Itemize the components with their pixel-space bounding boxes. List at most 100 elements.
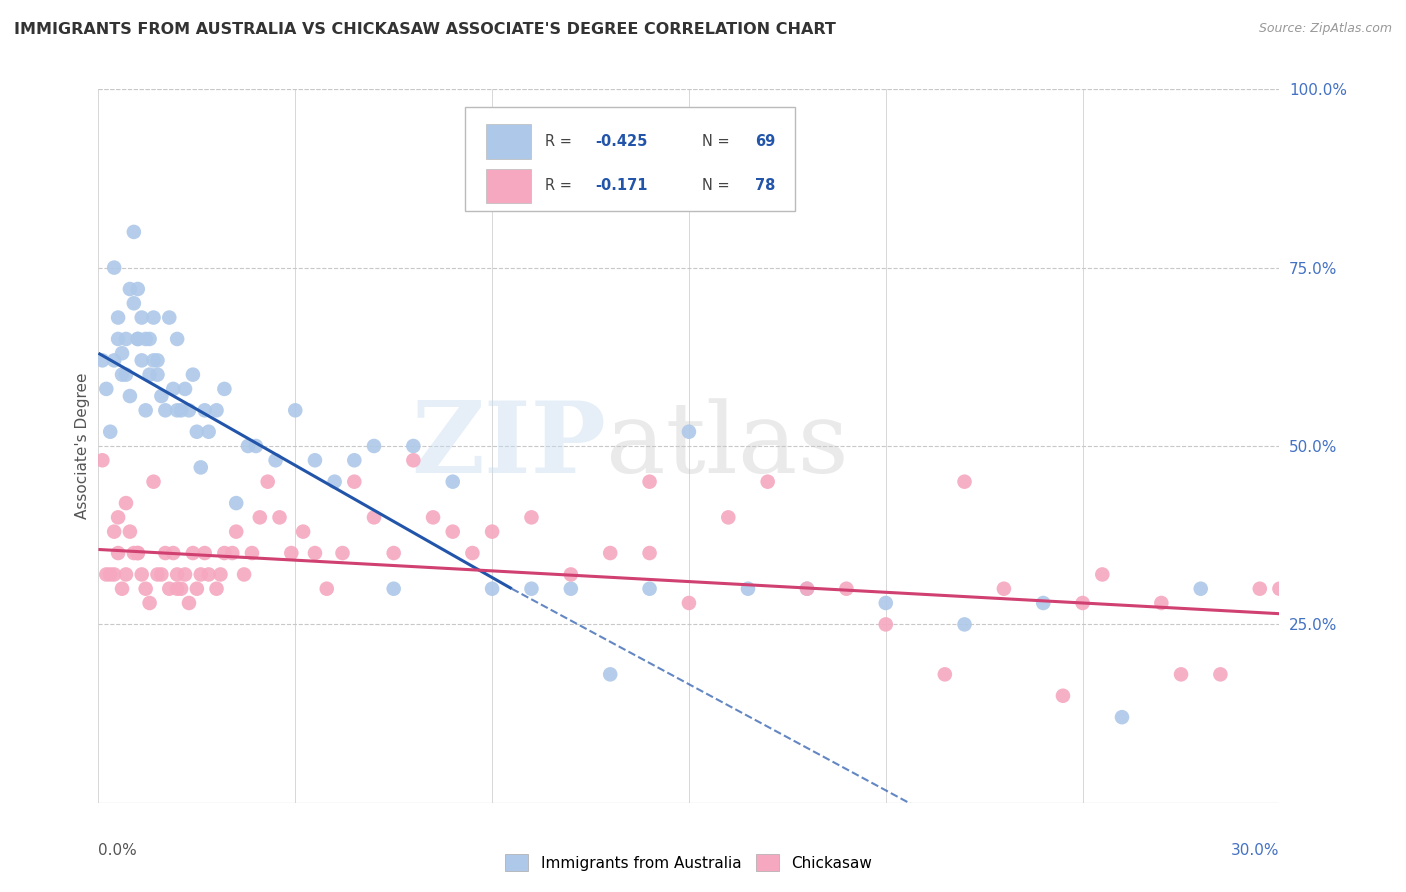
Point (284, 403, 307, 417)
Point (186, 425, 208, 439)
Point (190, 567, 212, 582)
Point (363, 510, 385, 524)
Point (103, 567, 125, 582)
Point (737, 582, 759, 596)
Point (127, 332, 149, 346)
Point (332, 546, 354, 560)
Point (155, 546, 177, 560)
Y-axis label: Associate's Degree: Associate's Degree (75, 373, 90, 519)
Point (835, 582, 858, 596)
Point (111, 368, 134, 382)
Text: 69: 69 (755, 134, 775, 149)
Point (146, 567, 169, 582)
Point (127, 282, 149, 296)
Point (91, 353, 114, 368)
Text: 0.0%: 0.0% (98, 843, 138, 858)
Text: atlas: atlas (606, 398, 849, 494)
Point (157, 310, 180, 325)
FancyBboxPatch shape (486, 169, 530, 202)
Point (560, 582, 582, 596)
Point (402, 453, 425, 467)
Point (315, 582, 337, 596)
Text: Source: ZipAtlas.com: Source: ZipAtlas.com (1258, 22, 1392, 36)
Point (146, 353, 169, 368)
Point (118, 389, 141, 403)
Point (142, 310, 165, 325)
Point (142, 353, 165, 368)
Point (1189, 582, 1212, 596)
Point (382, 546, 405, 560)
Point (796, 582, 818, 596)
Point (96, 382, 118, 396)
Point (717, 510, 740, 524)
Point (181, 546, 204, 560)
Point (280, 546, 302, 560)
Point (197, 567, 219, 582)
Point (1209, 667, 1232, 681)
Point (135, 582, 157, 596)
Point (150, 389, 173, 403)
Point (214, 382, 236, 396)
Point (135, 403, 157, 417)
Point (599, 667, 621, 681)
Text: R =: R = (546, 178, 576, 194)
Point (953, 475, 976, 489)
Point (181, 368, 204, 382)
Point (225, 496, 247, 510)
Point (481, 582, 503, 596)
Point (115, 567, 138, 582)
Point (1268, 582, 1291, 596)
Point (127, 546, 149, 560)
Point (209, 567, 232, 582)
Point (323, 475, 346, 489)
Point (170, 582, 193, 596)
Text: -0.171: -0.171 (596, 178, 648, 194)
Point (166, 567, 188, 582)
Point (638, 546, 661, 560)
Point (402, 439, 425, 453)
Point (461, 546, 484, 560)
Point (96, 567, 118, 582)
Point (138, 596, 160, 610)
FancyBboxPatch shape (464, 107, 796, 211)
Text: R =: R = (546, 134, 576, 149)
Point (150, 567, 173, 582)
Point (441, 475, 464, 489)
Point (111, 582, 134, 596)
Point (560, 567, 582, 582)
Point (236, 439, 259, 453)
Point (678, 596, 700, 610)
Point (1150, 596, 1173, 610)
Point (1091, 567, 1114, 582)
Text: N =: N = (702, 178, 734, 194)
Point (115, 332, 138, 346)
Point (599, 546, 621, 560)
Point (292, 524, 315, 539)
Point (520, 582, 543, 596)
FancyBboxPatch shape (486, 124, 530, 159)
Point (166, 332, 188, 346)
Point (122, 546, 145, 560)
Point (157, 582, 180, 596)
Point (422, 510, 444, 524)
Point (481, 524, 503, 539)
Point (111, 346, 134, 360)
Point (249, 510, 271, 524)
Point (225, 524, 247, 539)
Point (678, 425, 700, 439)
Point (170, 403, 193, 417)
Point (162, 382, 184, 396)
Point (103, 524, 125, 539)
Point (107, 332, 129, 346)
Point (115, 496, 138, 510)
Point (1071, 596, 1094, 610)
Point (953, 617, 976, 632)
Point (197, 425, 219, 439)
Point (934, 667, 956, 681)
Point (122, 225, 145, 239)
Point (269, 510, 291, 524)
Point (304, 546, 326, 560)
Point (135, 332, 157, 346)
Point (177, 403, 200, 417)
Point (343, 475, 366, 489)
